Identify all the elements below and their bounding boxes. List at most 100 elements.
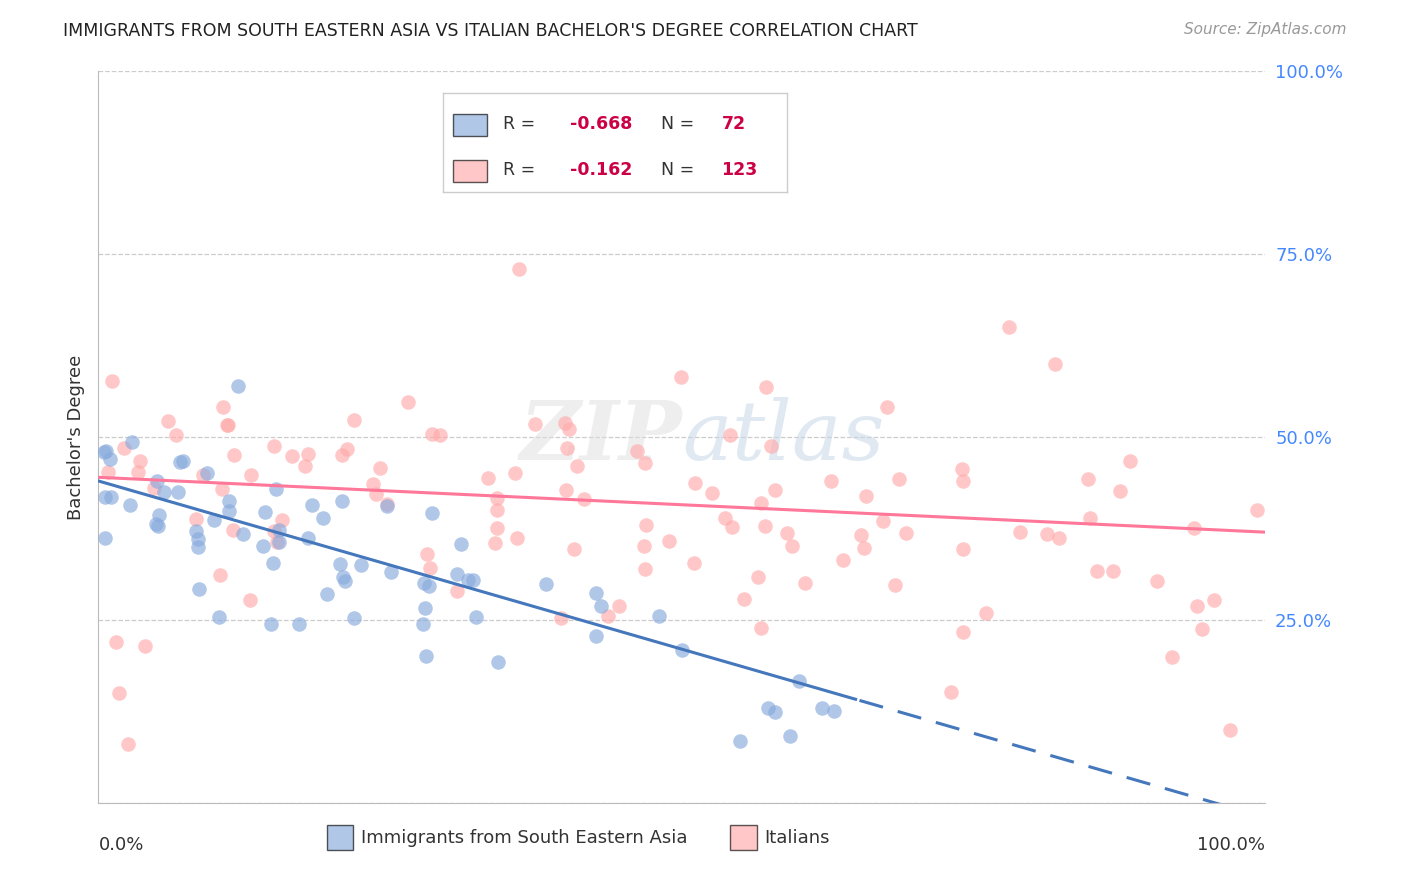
Point xyxy=(193,467,215,482)
Point xyxy=(416,547,439,561)
Point xyxy=(93,445,115,459)
Point xyxy=(669,369,692,384)
Point xyxy=(700,486,723,500)
Point xyxy=(368,460,391,475)
Point xyxy=(97,466,120,480)
Point xyxy=(484,535,506,549)
Point xyxy=(555,441,578,455)
Point xyxy=(1045,357,1067,371)
Point xyxy=(350,558,373,573)
Point xyxy=(297,531,319,545)
Point xyxy=(463,573,485,587)
Point xyxy=(457,573,479,587)
Point xyxy=(537,160,560,174)
Point xyxy=(263,440,285,454)
Point xyxy=(755,380,778,394)
Point xyxy=(506,531,529,545)
Point xyxy=(413,601,436,615)
Point xyxy=(228,379,250,393)
Point xyxy=(127,465,149,479)
Point xyxy=(1076,472,1098,486)
Point xyxy=(100,491,122,505)
Point xyxy=(232,527,254,541)
Point xyxy=(585,586,607,600)
Point xyxy=(259,617,281,632)
Point xyxy=(217,417,239,432)
Point xyxy=(733,591,755,606)
Point xyxy=(589,599,612,613)
Text: IMMIGRANTS FROM SOUTH EASTERN ASIA VS ITALIAN BACHELOR'S DEGREE CORRELATION CHAR: IMMIGRANTS FROM SOUTH EASTERN ASIA VS IT… xyxy=(63,22,918,40)
Point xyxy=(754,518,776,533)
Point xyxy=(450,537,472,551)
Point xyxy=(117,737,139,751)
Point xyxy=(418,579,440,593)
Point xyxy=(288,616,311,631)
Point xyxy=(446,583,468,598)
Point xyxy=(555,483,578,497)
Point xyxy=(756,701,779,715)
Point xyxy=(820,474,842,488)
Point xyxy=(121,435,143,450)
Point xyxy=(567,458,589,473)
Point xyxy=(1191,623,1213,637)
Point xyxy=(894,526,917,541)
Point xyxy=(636,517,658,532)
Point xyxy=(361,477,384,491)
Point xyxy=(187,532,209,546)
Point xyxy=(312,511,335,525)
Point xyxy=(104,635,127,649)
Point xyxy=(759,439,782,453)
Point xyxy=(211,482,233,496)
Point xyxy=(1008,524,1031,539)
Point xyxy=(1036,527,1059,541)
Point xyxy=(297,447,319,461)
Point xyxy=(658,534,681,549)
Point xyxy=(534,577,557,591)
Point xyxy=(464,609,486,624)
Point xyxy=(811,701,834,715)
Point xyxy=(1047,531,1070,545)
Point xyxy=(683,475,706,490)
Point xyxy=(485,503,508,517)
Point xyxy=(776,526,799,541)
Point xyxy=(574,491,596,506)
Point xyxy=(301,498,323,512)
Point xyxy=(1219,723,1241,737)
Point xyxy=(294,459,316,474)
Point xyxy=(1146,574,1168,588)
Point xyxy=(765,483,787,497)
Point xyxy=(343,413,366,427)
Point xyxy=(263,524,285,538)
Point xyxy=(682,556,704,570)
Point xyxy=(823,704,845,718)
Point xyxy=(747,570,769,584)
Point xyxy=(212,400,235,414)
Point xyxy=(380,565,402,579)
Point xyxy=(872,514,894,528)
Point xyxy=(412,616,434,631)
Point xyxy=(429,427,451,442)
Point xyxy=(148,508,170,523)
Point xyxy=(217,418,239,433)
Point xyxy=(794,576,817,591)
Point xyxy=(172,454,194,468)
Point xyxy=(832,552,855,566)
Point xyxy=(266,534,288,549)
Point xyxy=(633,561,655,575)
Point xyxy=(202,513,225,527)
Point xyxy=(169,455,191,469)
Point xyxy=(375,499,398,513)
Point xyxy=(950,462,973,476)
Point xyxy=(626,443,648,458)
Point xyxy=(557,422,579,436)
Point xyxy=(218,504,240,518)
Point xyxy=(146,519,169,533)
Point xyxy=(120,498,142,512)
Point xyxy=(415,648,437,663)
Text: 0.0%: 0.0% xyxy=(98,836,143,854)
Point xyxy=(187,540,209,554)
Point xyxy=(952,624,974,639)
Point xyxy=(186,512,208,526)
Point xyxy=(208,567,231,582)
Point xyxy=(336,442,359,456)
